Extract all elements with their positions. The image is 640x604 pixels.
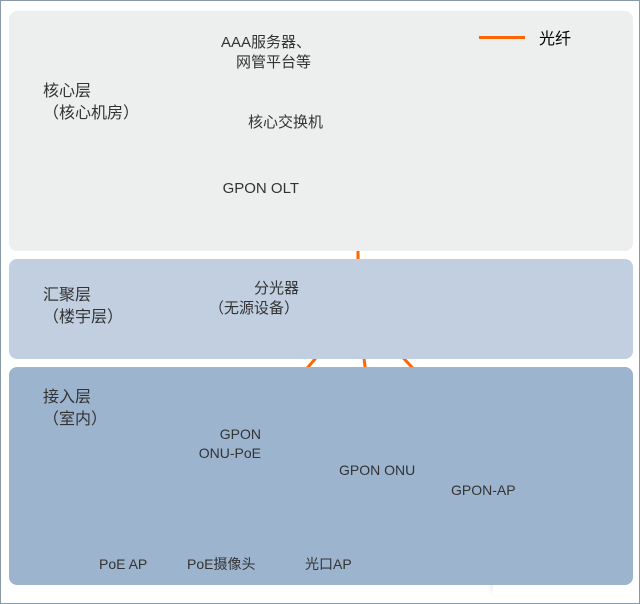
label-onu2: GPON ONU [339, 461, 415, 480]
legend-line [479, 36, 525, 39]
layer-label-1: 汇聚层 （楼宇层） [43, 285, 123, 328]
label-onu1: GPON ONU-PoE [141, 425, 261, 463]
label-server: AAA服务器、 网管平台等 [191, 33, 311, 74]
layer-label-0: 核心层 （核心机房） [43, 81, 139, 124]
label-splitter: 分光器 （无源设备） [179, 279, 299, 320]
label-olt: GPON OLT [179, 179, 299, 199]
label-poeap: PoE AP [99, 555, 147, 574]
label-optap: 光口AP [305, 555, 352, 574]
layer-label-2: 接入层 （室内） [43, 387, 107, 430]
label-onu3: GPON-AP [451, 481, 516, 500]
legend-text: 光纤 [539, 25, 571, 49]
label-cam: PoE摄像头 [187, 555, 255, 574]
label-switch: 核心交换机 [203, 113, 323, 133]
legend: 光纤 [479, 25, 571, 49]
